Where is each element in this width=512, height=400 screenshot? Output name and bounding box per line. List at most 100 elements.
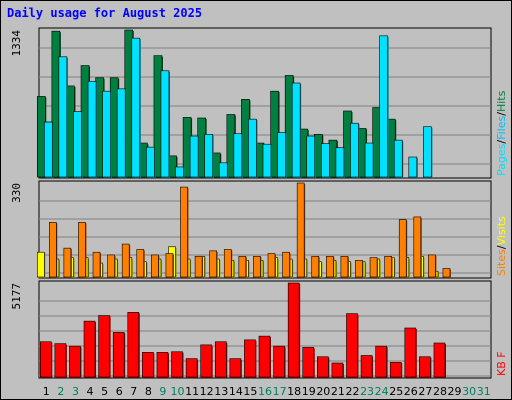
x-tick-label: 23 [360, 385, 374, 398]
bar-pages [379, 35, 388, 178]
bar-sites [180, 186, 188, 278]
x-tick-label: 2 [57, 385, 64, 398]
bar-sites [326, 255, 334, 278]
legend-hits: Hits [495, 90, 508, 112]
bar-pages [102, 90, 111, 178]
series-legend: KB F [495, 351, 508, 376]
x-tick-label: 28 [433, 385, 447, 398]
bar-kb-f [200, 344, 212, 378]
bar-pages [131, 37, 141, 178]
legend-kb-f: KB F [495, 351, 508, 376]
bar-sites [63, 247, 72, 278]
bar-pages [233, 133, 243, 178]
legend-visits: Visits [495, 216, 508, 245]
bar-kb-f [404, 327, 417, 378]
bar-pages [423, 126, 432, 178]
bar-kb-f [127, 312, 140, 378]
bar-kb-f [69, 345, 81, 378]
bar-pages [364, 142, 374, 178]
x-tick-label: 3 [72, 385, 79, 398]
bar-pages [262, 143, 272, 178]
bar-sites [369, 257, 378, 278]
bar-sites [296, 182, 305, 278]
bar-pages [408, 156, 418, 178]
bar-kb-f [98, 315, 110, 378]
bar-kb-f [156, 352, 169, 378]
bar-sites [209, 250, 217, 278]
x-tick-label: 4 [87, 385, 94, 398]
bar-kb-f [229, 358, 242, 378]
bar-kb-f [39, 341, 52, 378]
bar-pages [321, 143, 330, 178]
bar-sites [194, 255, 203, 278]
bar-pages [291, 82, 301, 178]
bar-sites [121, 243, 130, 278]
bar-sites [78, 222, 86, 278]
bar-kb-f [302, 347, 315, 378]
bar-sites [413, 216, 422, 278]
bar-kb-f [142, 352, 154, 378]
x-tick-label: 8 [145, 385, 152, 398]
bar-kb-f [112, 332, 125, 378]
bar-sites [340, 255, 349, 278]
bar-kb-f [273, 345, 285, 378]
bar-kb-f [185, 358, 198, 378]
bar-pages [43, 121, 53, 178]
bar-pages [58, 56, 68, 178]
legend-separator: / [495, 140, 508, 144]
x-tick-label: 27 [418, 385, 432, 398]
x-tick-label: 26 [404, 385, 418, 398]
bar-visits [36, 251, 45, 278]
x-tick-label: 20 [316, 385, 330, 398]
legend-sites: Sites [495, 249, 508, 276]
bar-sites [282, 251, 290, 278]
y-max-label: 1334 [10, 30, 23, 57]
bar-pages [204, 133, 213, 178]
bar-kb-f [346, 313, 358, 378]
legend-files: Files [495, 115, 508, 139]
bar-sites [223, 249, 232, 278]
x-tick-label: 6 [116, 385, 123, 398]
bar-sites [136, 249, 145, 278]
bar-pages [116, 88, 126, 178]
bar-kb-f [389, 362, 402, 378]
x-tick-label: 29 [448, 385, 462, 398]
bar-sites [92, 251, 101, 278]
bar-sites [48, 222, 57, 278]
y-max-label: 5177 [10, 283, 23, 310]
bar-sites [442, 268, 451, 278]
series-legend: Sites/Visits [495, 216, 508, 276]
bar-pages [87, 80, 97, 178]
x-tick-label: 19 [302, 385, 316, 398]
chart-title: Daily usage for August 2025 [7, 6, 203, 20]
bar-pages [350, 122, 359, 178]
x-tick-label: 7 [130, 385, 137, 398]
y-max-label: 330 [10, 183, 23, 203]
bar-pages [335, 147, 345, 178]
bar-kb-f [258, 335, 271, 378]
x-tick-label: 21 [331, 385, 345, 398]
bar-kb-f [214, 341, 227, 378]
bar-kb-f [244, 339, 256, 378]
bar-sites [355, 260, 363, 278]
panel-2: 330 Sites/Visits [10, 180, 508, 279]
legend-separator: / [495, 112, 508, 116]
bar-pages [218, 162, 228, 178]
bar-kb-f [331, 362, 344, 378]
x-tick-label: 24 [375, 385, 389, 398]
bar-kb-f [317, 356, 329, 378]
bar-sites [238, 255, 247, 278]
legend-pages: Pages [495, 143, 508, 176]
x-axis-labels: 1 2 3 4 5 6 7 8 9 10 11 12 13 14 15 16 17 18 19 20 21 22 23 24 2… [43, 385, 491, 398]
x-tick-label: 22 [345, 385, 359, 398]
x-tick-label: 15 [243, 385, 257, 398]
bar-sites [165, 253, 174, 278]
bar-sites [151, 254, 159, 278]
x-tick-label: 13 [214, 385, 228, 398]
bar-pages [277, 132, 286, 178]
x-tick-label: 18 [287, 385, 301, 398]
x-tick-label: 9 [159, 385, 166, 398]
x-tick-label: 5 [101, 385, 108, 398]
